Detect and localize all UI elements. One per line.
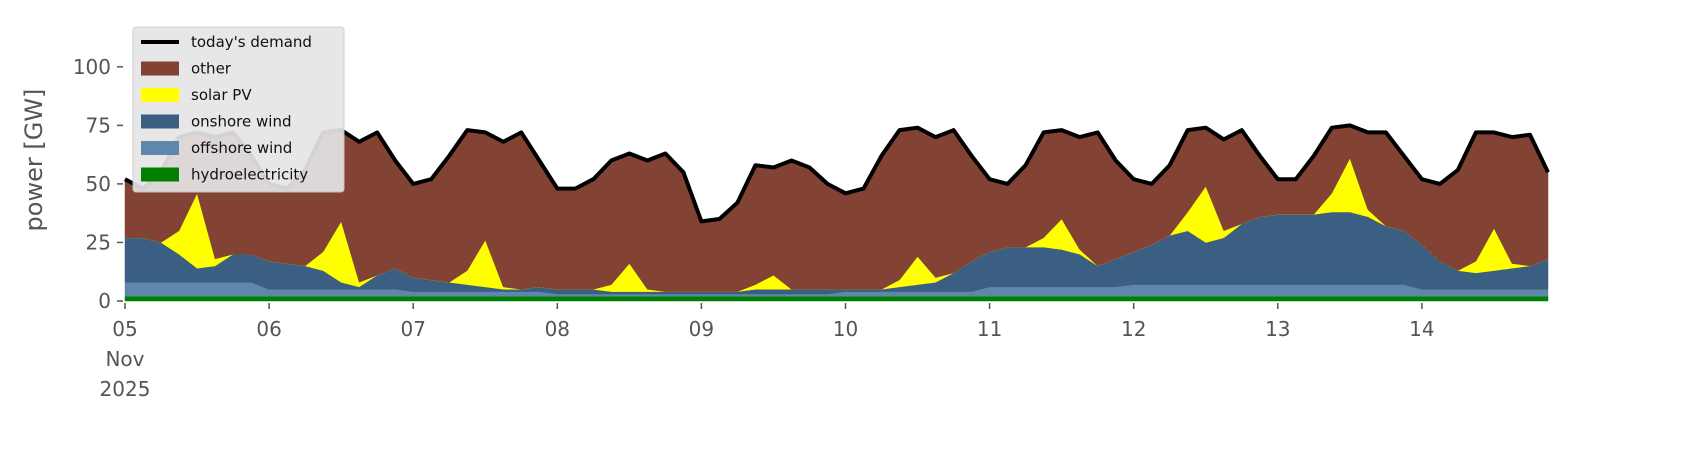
x-tick-label: 12 — [1121, 317, 1146, 341]
y-tick-label: 100 — [73, 55, 111, 79]
legend-box — [132, 26, 345, 193]
legend-label: today's demand — [191, 33, 312, 51]
x-tick-label: 05 Nov 2025 — [100, 317, 151, 401]
legend-label: hydroelectricity — [191, 166, 308, 184]
legend-label: solar PV — [191, 86, 252, 104]
x-tick-label: 09 — [689, 317, 714, 341]
x-tick-label: 14 — [1409, 317, 1434, 341]
area — [124, 296, 1549, 302]
legend-swatch — [141, 88, 179, 102]
legend-swatch — [141, 61, 179, 76]
x-tick-label: 11 — [977, 317, 1002, 341]
legend-label: offshore wind — [191, 139, 292, 157]
legend-swatch — [141, 167, 179, 182]
x-tick-label: 07 — [400, 317, 425, 341]
legend-swatch — [141, 114, 179, 129]
y-axis-label: power [GW] — [20, 89, 48, 232]
y-tick-label: 75 — [86, 113, 111, 137]
legend-label: onshore wind — [191, 113, 291, 131]
line — [124, 123, 1550, 224]
x-tick-label: 13 — [1265, 317, 1290, 341]
x-tick-label: 08 — [545, 317, 570, 341]
y-tick-label: 0 — [98, 289, 111, 313]
x-tick-label: 10 — [833, 317, 858, 341]
legend-swatch — [141, 141, 179, 155]
x-tick-label: 06 — [256, 317, 281, 341]
legend-label: other — [191, 60, 232, 78]
y-tick-label: 25 — [86, 230, 111, 254]
y-tick-label: 50 — [86, 172, 111, 196]
